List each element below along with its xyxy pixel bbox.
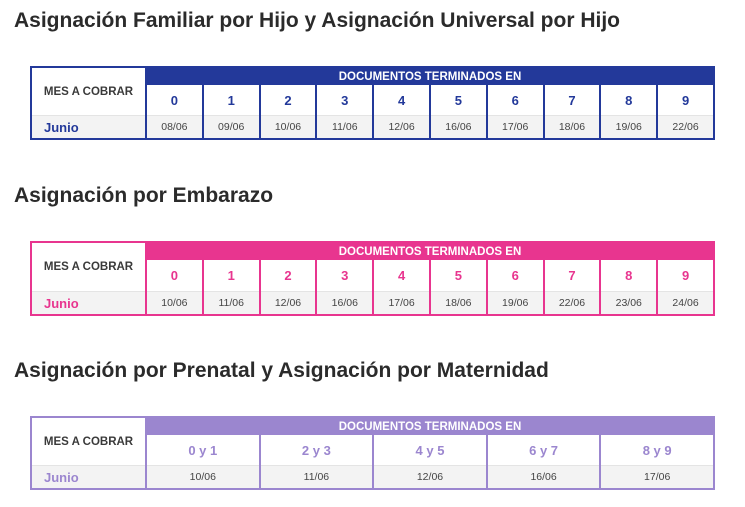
document-digit: 7 <box>568 268 576 283</box>
document-digit: 0 y 1 <box>188 442 218 458</box>
document-digit: 4 <box>397 92 406 108</box>
mes-column: MES A COBRAR Junio <box>32 418 147 488</box>
payment-date: 22/06 <box>544 291 600 314</box>
payment-date: 17/06 <box>487 115 543 138</box>
schedule-table-prenatal-maternidad: MES A COBRAR Junio DOCUMENTOS TERMINADOS… <box>30 416 715 490</box>
document-digit: 6 <box>511 268 519 283</box>
document-column: 6 y 7 16/06 <box>487 435 602 488</box>
mes-column: MES A COBRAR Junio <box>32 243 147 314</box>
documents-cells: 0 y 1 10/06 2 y 3 11/06 4 y 5 12/06 6 y 7 16/06… <box>147 435 713 488</box>
document-digit: 4 <box>397 268 406 283</box>
document-column: 4 17/06 <box>374 260 431 314</box>
payment-date: 18/06 <box>544 115 600 138</box>
document-digit: 0 <box>170 92 179 108</box>
payment-date: 18/06 <box>430 291 486 314</box>
document-column: 5 16/06 <box>430 85 488 138</box>
documents-cells: 0 08/06 1 09/06 2 10/06 3 11/06 4 12/06 5 16/06 6 17/… <box>147 85 713 138</box>
document-column: 2 10/06 <box>260 85 318 138</box>
payment-date: 11/06 <box>203 291 259 314</box>
document-column: 2 12/06 <box>260 260 318 314</box>
section-title-afh: Asignación Familiar por Hijo y Asignació… <box>14 9 621 32</box>
documents-header: DOCUMENTOS TERMINADOS EN <box>147 243 713 260</box>
payment-date: 22/06 <box>658 115 713 138</box>
document-digit: 2 <box>284 92 292 108</box>
section-title-prenatal-maternidad: Asignación por Prenatal y Asignación por… <box>14 359 549 382</box>
payment-date: 17/06 <box>601 465 713 488</box>
payment-date: 19/06 <box>601 115 657 138</box>
payment-date: 19/06 <box>487 291 543 314</box>
mes-value: Junio <box>32 465 145 488</box>
document-column: 4 y 5 12/06 <box>374 435 488 488</box>
payment-date: 16/06 <box>487 465 600 488</box>
payment-date: 12/06 <box>260 291 316 314</box>
payment-date: 11/06 <box>260 465 373 488</box>
mes-value: Junio <box>32 291 145 314</box>
mes-label: MES A COBRAR <box>43 85 134 98</box>
document-digit: 2 y 3 <box>301 442 331 458</box>
document-digit: 5 <box>454 268 462 283</box>
document-digit: 6 <box>511 92 519 108</box>
document-digit: 4 y 5 <box>415 442 445 458</box>
document-digit: 6 y 7 <box>529 442 559 458</box>
document-digit: 9 <box>681 92 690 108</box>
document-digit: 7 <box>568 92 576 108</box>
payment-date: 24/06 <box>658 291 713 314</box>
mes-column: MES A COBRAR Junio <box>32 68 147 138</box>
documents-column: DOCUMENTOS TERMINADOS EN 0 08/06 1 09/06 2 10… <box>147 68 713 138</box>
payment-date: 09/06 <box>203 115 259 138</box>
document-column: 8 19/06 <box>601 85 659 138</box>
document-digit: 1 <box>227 268 235 283</box>
document-column: 9 24/06 <box>658 260 713 314</box>
section-title-embarazo: Asignación por Embarazo <box>14 184 274 207</box>
payment-date: 16/06 <box>317 291 373 314</box>
document-digit: 0 <box>170 268 179 283</box>
document-column: 8 y 9 17/06 <box>601 435 713 488</box>
payment-date: 11/06 <box>317 115 373 138</box>
payment-date: 10/06 <box>147 291 202 314</box>
mes-value: Junio <box>32 115 145 138</box>
document-digit: 2 <box>284 268 292 283</box>
documents-header: DOCUMENTOS TERMINADOS EN <box>147 418 713 435</box>
document-digit: 8 <box>625 268 633 283</box>
payment-date: 10/06 <box>260 115 316 138</box>
payment-date: 10/06 <box>147 465 259 488</box>
document-digit: 9 <box>681 268 690 283</box>
document-digit: 8 y 9 <box>642 442 672 458</box>
mes-label: MES A COBRAR <box>43 435 134 448</box>
payment-date: 08/06 <box>147 115 202 138</box>
documents-header: DOCUMENTOS TERMINADOS EN <box>147 68 713 85</box>
document-digit: 8 <box>625 92 633 108</box>
document-column: 1 09/06 <box>203 85 261 138</box>
document-column: 6 19/06 <box>487 260 545 314</box>
documents-cells: 0 10/06 1 11/06 2 12/06 3 16/06 4 17/06 5 18/06 6 19/… <box>147 260 713 314</box>
document-column: 2 y 3 11/06 <box>260 435 375 488</box>
document-digit: 5 <box>454 92 462 108</box>
document-column: 1 11/06 <box>203 260 261 314</box>
document-column: 7 18/06 <box>544 85 602 138</box>
document-column: 9 22/06 <box>658 85 713 138</box>
schedule-table-embarazo: MES A COBRAR Junio DOCUMENTOS TERMINADOS… <box>30 241 715 316</box>
schedule-table-afh: MES A COBRAR Junio DOCUMENTOS TERMINADOS… <box>30 66 715 140</box>
payment-date: 16/06 <box>430 115 486 138</box>
document-digit: 1 <box>227 92 235 108</box>
document-column: 3 16/06 <box>317 260 375 314</box>
payment-date: 23/06 <box>601 291 657 314</box>
document-column: 8 23/06 <box>601 260 659 314</box>
document-digit: 3 <box>341 92 349 108</box>
document-column: 0 y 1 10/06 <box>147 435 261 488</box>
payment-date: 17/06 <box>374 291 429 314</box>
document-column: 7 22/06 <box>544 260 602 314</box>
document-column: 5 18/06 <box>430 260 488 314</box>
document-digit: 3 <box>341 268 349 283</box>
documents-column: DOCUMENTOS TERMINADOS EN 0 10/06 1 11/06 2 12… <box>147 243 713 314</box>
payment-date: 12/06 <box>374 115 429 138</box>
document-column: 6 17/06 <box>487 85 545 138</box>
payment-date: 12/06 <box>374 465 486 488</box>
document-column: 3 11/06 <box>317 85 375 138</box>
document-column: 4 12/06 <box>374 85 431 138</box>
mes-label: MES A COBRAR <box>43 261 134 273</box>
document-column: 0 10/06 <box>147 260 204 314</box>
document-column: 0 08/06 <box>147 85 204 138</box>
documents-column: DOCUMENTOS TERMINADOS EN 0 y 1 10/06 2 y 3… <box>147 418 713 488</box>
